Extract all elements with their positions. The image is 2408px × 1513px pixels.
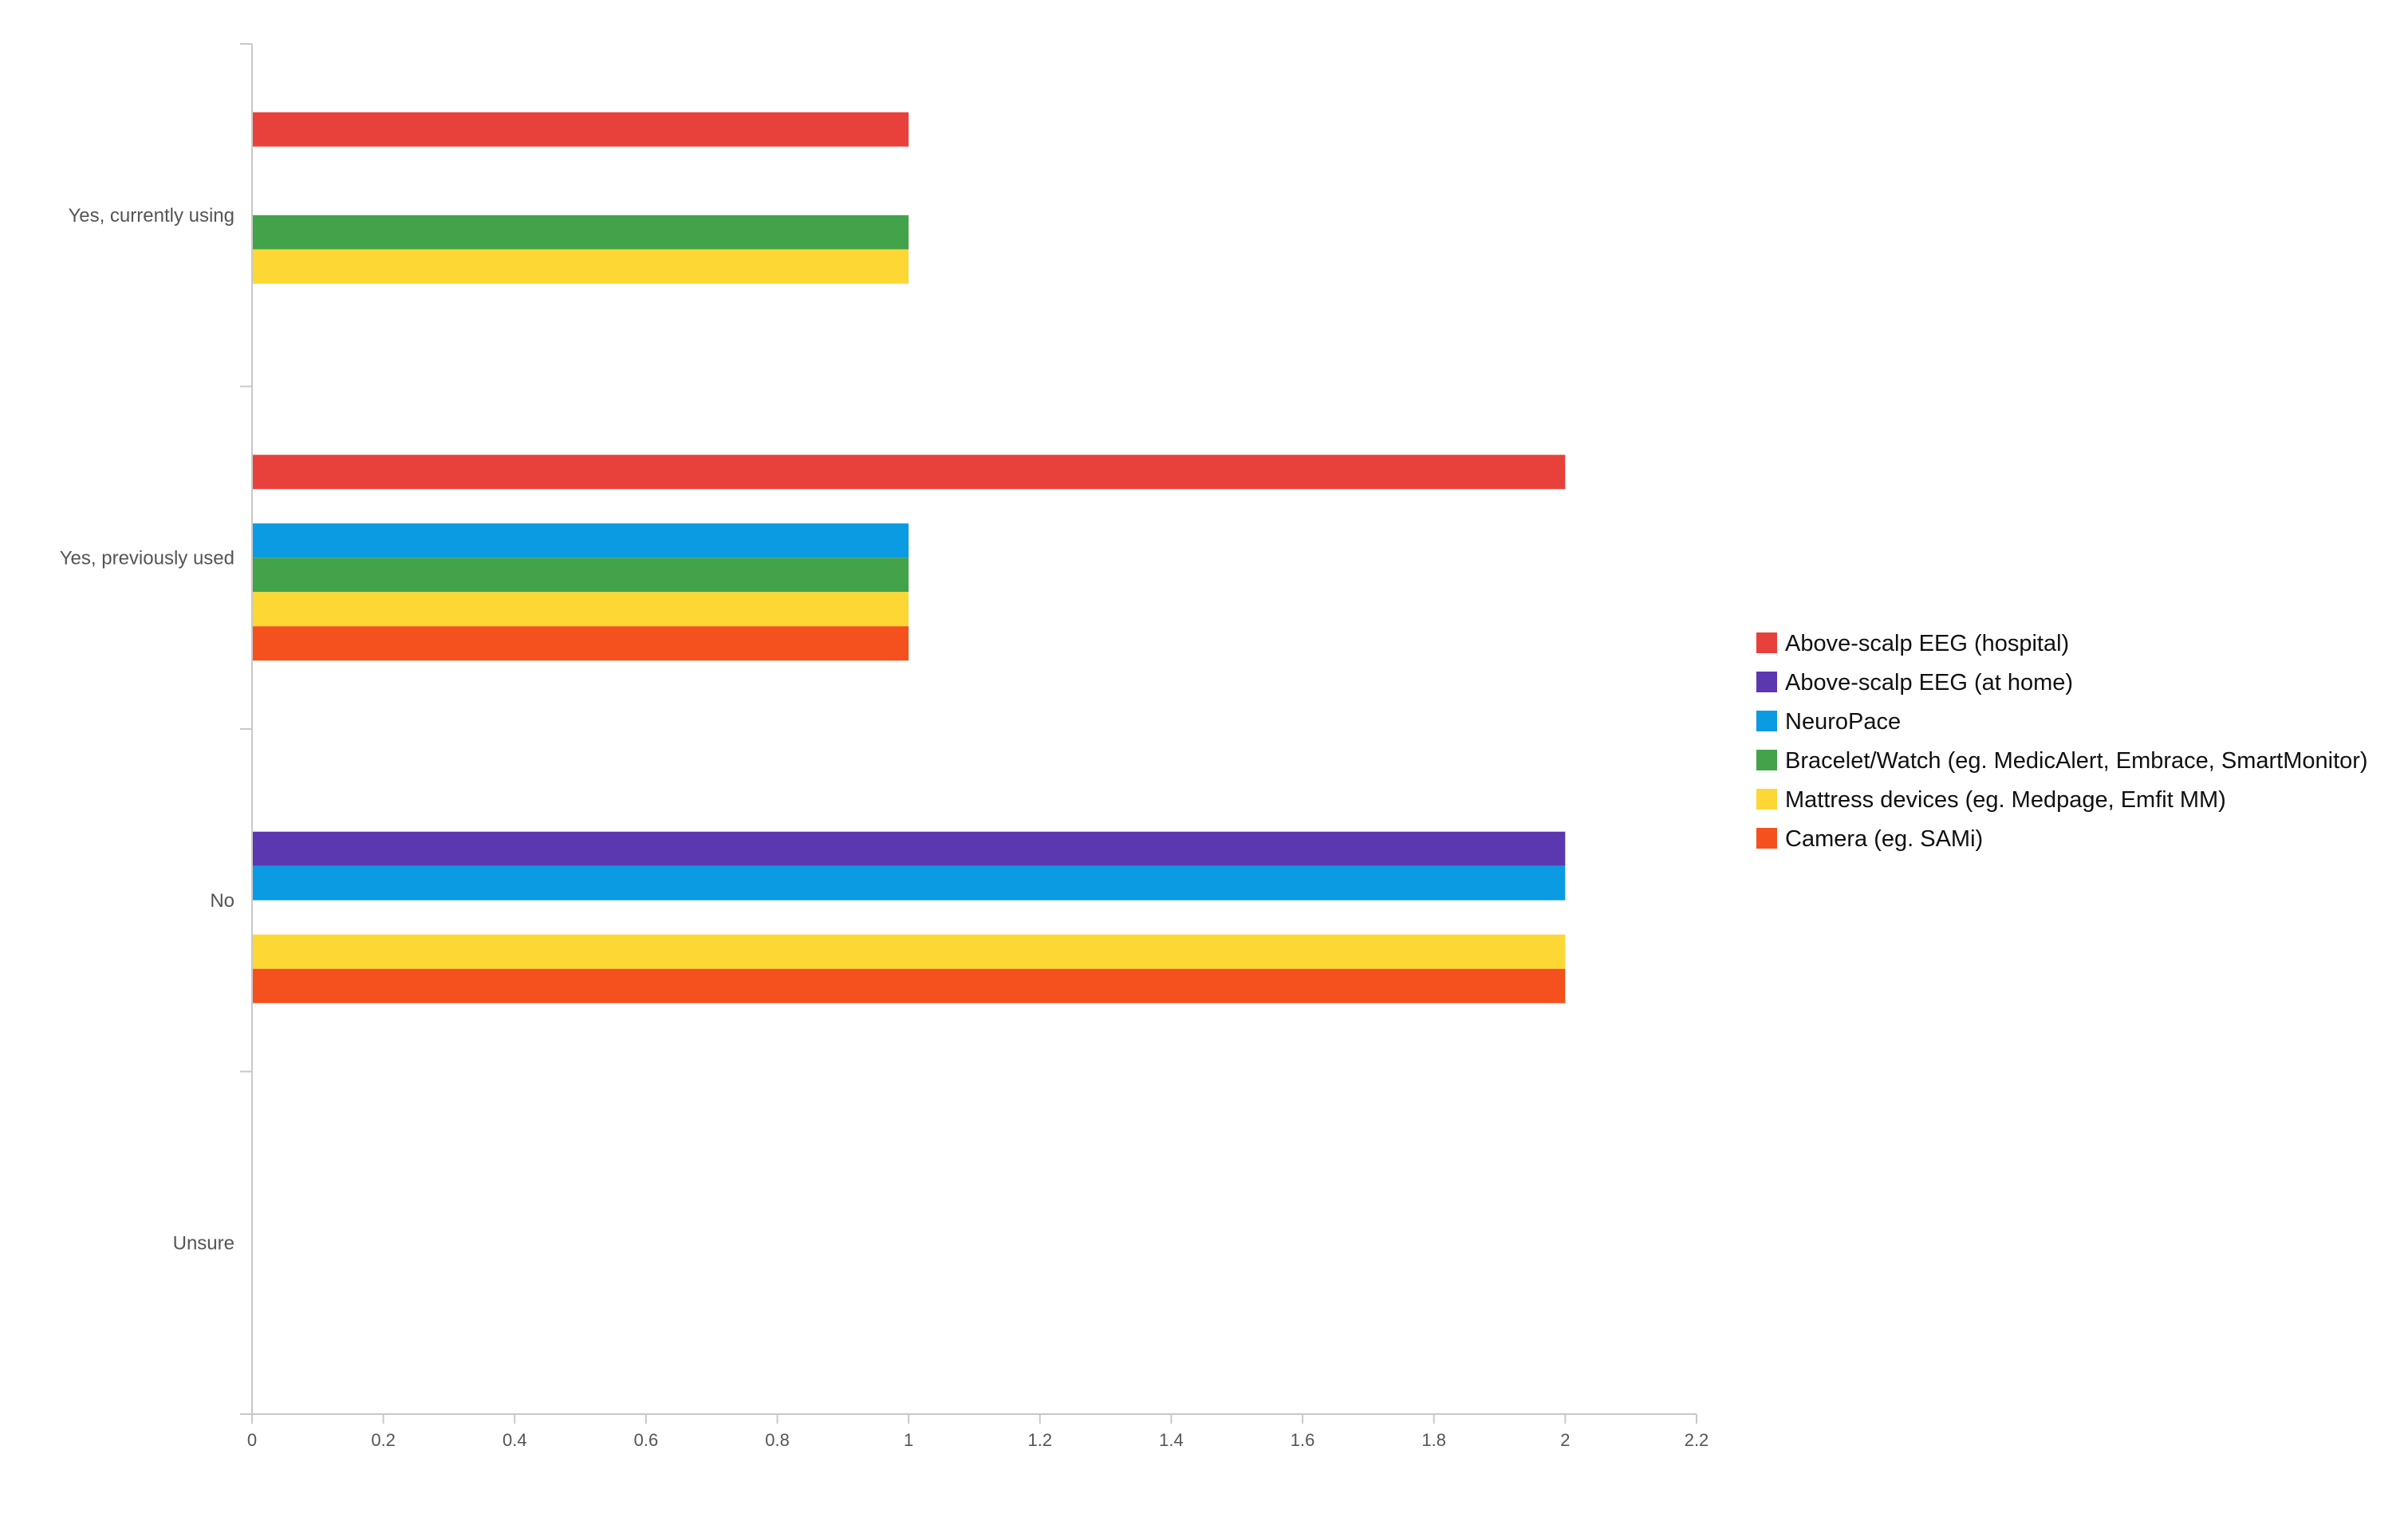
- legend-label: NeuroPace: [1785, 709, 1901, 735]
- x-tick-label: 0: [247, 1430, 257, 1450]
- legend-item: Bracelet/Watch (eg. MedicAlert, Embrace,…: [1756, 748, 2368, 774]
- bar: [252, 558, 909, 593]
- legend-label: Camera (eg. SAMi): [1785, 826, 1983, 852]
- x-tick-label: 2: [1560, 1430, 1570, 1450]
- bar: [252, 215, 909, 250]
- legend-label: Above-scalp EEG (at home): [1785, 670, 2073, 695]
- legend-swatch: [1756, 789, 1777, 810]
- x-tick-label: 1: [904, 1430, 913, 1450]
- bar: [252, 865, 1566, 900]
- bar: [252, 626, 909, 661]
- legend-item: Camera (eg. SAMi): [1756, 826, 1983, 852]
- y-tick-label: Yes, currently using: [68, 205, 234, 227]
- x-tick-label: 1.2: [1028, 1430, 1053, 1450]
- bar: [252, 523, 909, 558]
- bars-layer: [252, 112, 1566, 1003]
- legend-item: NeuroPace: [1756, 709, 1901, 735]
- x-tick-label: 1.6: [1291, 1430, 1315, 1450]
- legend-item: Above-scalp EEG (at home): [1756, 670, 2073, 695]
- x-tick-label: 2.2: [1685, 1430, 1709, 1450]
- bar: [252, 455, 1566, 490]
- legend-swatch: [1756, 632, 1777, 653]
- y-tick-label: No: [210, 890, 234, 912]
- x-tick-label: 0.6: [634, 1430, 659, 1450]
- legend-item: Mattress devices (eg. Medpage, Emfit MM): [1756, 787, 2226, 813]
- legend-swatch: [1756, 711, 1777, 731]
- y-tick-label: Yes, previously used: [60, 547, 234, 569]
- bar: [252, 249, 909, 284]
- bar: [252, 592, 909, 627]
- x-tick-label: 1.4: [1159, 1430, 1184, 1450]
- bar: [252, 112, 909, 147]
- legend-item: Above-scalp EEG (hospital): [1756, 631, 2069, 656]
- x-tick-label: 0.8: [765, 1430, 790, 1450]
- y-tick-label: Unsure: [173, 1232, 234, 1254]
- legend-swatch: [1756, 828, 1777, 849]
- legend-label: Bracelet/Watch (eg. MedicAlert, Embrace,…: [1785, 748, 2368, 774]
- x-tick-label: 1.8: [1421, 1430, 1446, 1450]
- bar: [252, 831, 1566, 866]
- axes-layer: Yes, currently using Yes, previously used…: [60, 43, 1709, 1450]
- legend-label: Above-scalp EEG (hospital): [1785, 631, 2069, 656]
- bar: [252, 934, 1566, 969]
- legend-swatch: [1756, 672, 1777, 692]
- legend-label: Mattress devices (eg. Medpage, Emfit MM): [1785, 787, 2226, 813]
- x-tick-label: 0.4: [502, 1430, 527, 1450]
- legend-swatch: [1756, 750, 1777, 770]
- legend: Above-scalp EEG (hospital) Above-scalp EE…: [1756, 631, 2368, 852]
- x-tick-label: 0.2: [371, 1430, 396, 1450]
- bar: [252, 968, 1566, 1003]
